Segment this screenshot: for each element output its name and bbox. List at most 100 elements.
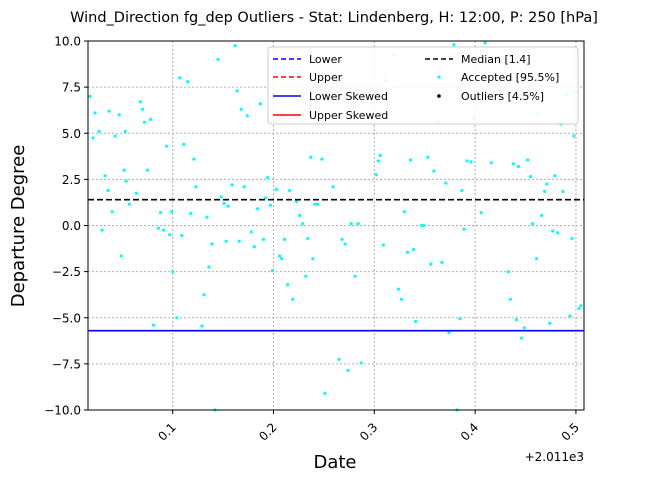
accepted-point: [452, 43, 456, 47]
accepted-point: [286, 282, 290, 287]
accepted-point: [535, 257, 539, 261]
accepted-point: [145, 168, 150, 172]
accepted-point: [162, 228, 166, 232]
accepted-point: [142, 120, 147, 124]
y-axis-label: Departure Degree: [8, 145, 29, 308]
accepted-point: [320, 157, 324, 161]
accepted-point: [426, 155, 430, 159]
accepted-point: [117, 113, 121, 117]
x-tick-label: 0.3: [357, 420, 380, 443]
accepted-point: [237, 239, 241, 243]
accepted-point: [106, 188, 110, 193]
accepted-point: [323, 391, 327, 395]
accepted-point: [239, 107, 243, 111]
accepted-point: [309, 155, 313, 159]
accepted-point: [356, 222, 360, 226]
y-tick-label: 5.0: [62, 127, 81, 141]
accepted-point: [402, 210, 407, 214]
accepted-point: [233, 44, 237, 48]
accepted-point: [189, 211, 193, 216]
accepted-point: [295, 199, 299, 204]
accepted-point: [245, 114, 249, 118]
accepted-point: [93, 111, 97, 115]
accepted-point: [311, 257, 315, 261]
reference-lines: [88, 198, 584, 332]
accepted-point: [265, 175, 270, 180]
x-tick-label: 0.2: [256, 420, 279, 443]
accepted-point: [252, 245, 256, 249]
accepted-point: [440, 260, 444, 264]
y-tick-label: −2.5: [52, 265, 81, 279]
accepted-point: [519, 336, 524, 340]
y-tick-label: 7.5: [62, 81, 81, 95]
accepted-point: [235, 89, 239, 93]
accepted-point: [255, 207, 259, 211]
chart-title: Wind_Direction fg_dep Outliers - Stat: L…: [70, 10, 598, 26]
accepted-point: [261, 237, 266, 241]
accepted-point: [103, 174, 107, 178]
accepted-point: [359, 361, 363, 365]
accepted-point: [511, 162, 516, 166]
legend-label-lower: Lower: [309, 53, 342, 66]
y-tick-label: 2.5: [62, 173, 81, 187]
accepted-point: [182, 142, 186, 146]
accepted-point: [340, 237, 344, 241]
accepted-point: [140, 107, 145, 111]
accepted-point: [316, 202, 320, 206]
legend: Lower Upper Lower Skewed Upper Skewed Median…: [267, 46, 579, 125]
legend-entries: Lower Upper Lower Skewed Upper Skewed Median…: [273, 53, 559, 122]
accepted-point: [409, 158, 413, 162]
accepted-point: [170, 210, 174, 214]
accepted-point: [180, 234, 184, 238]
accepted-point: [226, 204, 230, 208]
accepted-point: [508, 297, 513, 301]
accepted-point: [429, 262, 433, 266]
accepted-point: [222, 201, 226, 205]
accepted-point: [282, 237, 287, 241]
accepted-point: [374, 173, 378, 177]
accepted-point: [119, 254, 123, 258]
accepted-point: [414, 319, 418, 324]
legend-label-median: Median [1.4]: [461, 53, 531, 66]
accepted-point: [337, 357, 341, 361]
accepted-point: [548, 321, 552, 325]
x-axis-offset-label: +2.011e3: [525, 450, 584, 464]
accepted-point: [175, 316, 179, 320]
legend-label-accepted: Accepted [95.5%]: [461, 71, 559, 84]
accepted-point: [381, 243, 385, 247]
accepted-point: [545, 182, 549, 186]
accepted-point: [568, 314, 572, 318]
legend-label-outliers: Outliers [4.5%]: [461, 90, 544, 103]
accepted-point: [353, 274, 357, 278]
accepted-point: [298, 213, 302, 217]
accepted-point: [378, 153, 382, 157]
accepted-point: [343, 242, 347, 246]
accepted-point: [192, 157, 196, 161]
accepted-point: [97, 129, 101, 134]
accepted-point: [572, 134, 576, 138]
accepted-point: [528, 175, 533, 179]
legend-label-lower_skewed: Lower Skewed: [309, 90, 388, 103]
accepted-point: [178, 76, 182, 80]
y-tick-label: −5.0: [52, 311, 81, 325]
accepted-point: [506, 270, 510, 274]
accepted-point: [127, 202, 131, 206]
accepted-point: [469, 160, 473, 164]
legend-marker-accepted: [437, 75, 441, 79]
accepted-point: [123, 129, 127, 134]
accepted-point: [516, 164, 521, 169]
accepted-point: [570, 236, 574, 241]
accepted-point: [110, 210, 114, 214]
accepted-point: [291, 297, 295, 301]
accepted-point: [405, 250, 410, 254]
accepted-point: [483, 41, 487, 45]
accepted-point: [124, 179, 128, 183]
accepted-point: [556, 231, 560, 235]
accepted-point: [224, 239, 228, 243]
accepted-point: [561, 189, 565, 193]
accepted-point: [156, 226, 161, 230]
accepted-point: [268, 203, 273, 207]
accepted-point: [230, 183, 234, 187]
accepted-point: [396, 287, 401, 291]
legend-frame: [267, 46, 579, 125]
